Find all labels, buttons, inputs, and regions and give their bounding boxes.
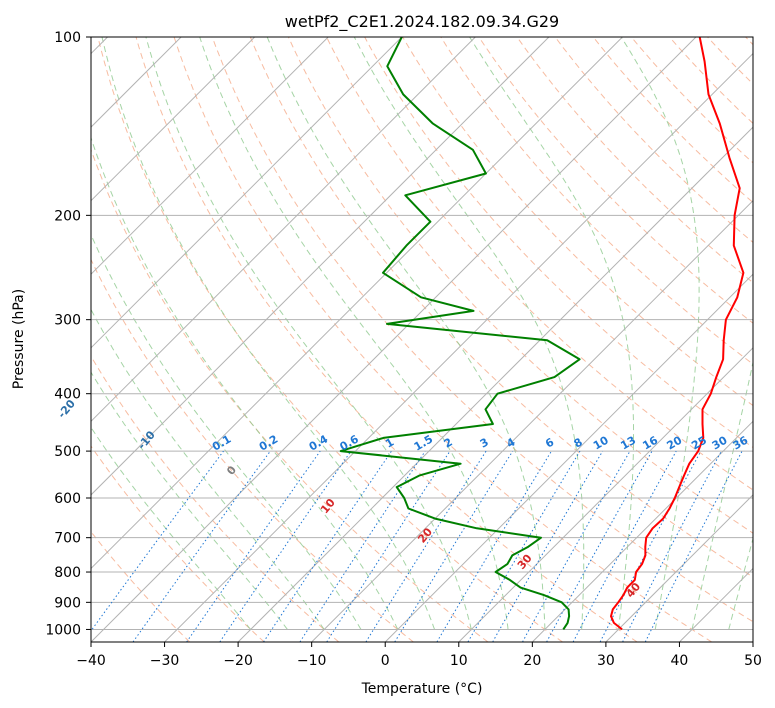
- x-tick-label: −30: [150, 653, 180, 669]
- isotherm-line: [605, 494, 753, 642]
- mixing-ratio-line: [219, 450, 352, 642]
- y-tick-label: 800: [54, 565, 81, 581]
- isotherm-line: [91, 37, 550, 496]
- dry-adiabat-line: [402, 37, 753, 407]
- moist-adiabat-line: [266, 37, 546, 630]
- isotherm-line: [531, 420, 753, 642]
- dewpoint-profile: [339, 37, 581, 630]
- y-tick-label: 600: [54, 491, 81, 507]
- isotherm-line: [458, 347, 753, 642]
- x-tick-label: 10: [450, 653, 468, 669]
- mixing-ratio-line: [522, 450, 631, 642]
- x-tick-label: −10: [297, 653, 327, 669]
- mixing-ratio-line: [186, 450, 321, 642]
- moist-adiabat-line: [199, 37, 509, 630]
- chart-title: wetPf2_C2E1.2024.182.09.34.G29: [285, 12, 559, 32]
- moist-adiabat-line: [91, 371, 288, 630]
- y-tick-label: 1000: [45, 622, 81, 638]
- isotherm-line: [91, 37, 403, 349]
- profile-lines: [339, 37, 745, 631]
- dry-adiabat-line: [97, 37, 563, 642]
- y-tick-label: 100: [54, 30, 81, 46]
- background-lines: [91, 37, 753, 642]
- temperature-profile: [610, 37, 745, 631]
- y-axis-title: Pressure (hPa): [11, 289, 27, 389]
- isotherm-line: [164, 52, 753, 642]
- mixing-ratio-line: [263, 450, 392, 642]
- axes: −40 −30 −20 −10 0 10 20 30 40 50 1000 900 800 700 600 5…: [45, 30, 762, 669]
- dry-adiabat-line: [91, 445, 265, 642]
- moist-adiabat-line: [101, 37, 436, 630]
- mixing-ratio-line: [132, 450, 271, 642]
- moist-adiabat-line: [620, 37, 700, 630]
- dry-adiabat-line: [173, 37, 713, 642]
- dry-adiabat-line: [287, 37, 753, 534]
- dry-adiabat-line: [249, 37, 753, 578]
- isotherm-line: [91, 37, 697, 642]
- moist-adiabat-line: [353, 37, 585, 630]
- dry-adiabat-line: [211, 37, 753, 623]
- dry-adiabat-line: [135, 37, 638, 642]
- dry-adiabat-line: [554, 37, 753, 244]
- moist-adiabat-line: [728, 536, 753, 630]
- dry-adiabat-line: [91, 258, 414, 642]
- x-tick-label: −20: [223, 653, 253, 669]
- y-tick-label: 500: [54, 444, 81, 460]
- y-tick-label: 900: [54, 595, 81, 611]
- x-tick-label: 40: [671, 653, 689, 669]
- mixing-ratio-line: [326, 450, 451, 642]
- dry-adiabat-line: [592, 37, 753, 204]
- y-tick-label: 200: [54, 208, 81, 224]
- moist-adiabat-line: [91, 426, 252, 630]
- isotherm-line: [91, 37, 623, 570]
- x-tick-label: 0: [381, 653, 390, 669]
- mixing-ratio-line: [644, 450, 743, 642]
- isotherm-line: [91, 37, 476, 423]
- x-axis-title: Temperature (°C): [361, 681, 483, 697]
- isotherm-line: [311, 199, 753, 642]
- moist-adiabat-line: [145, 37, 472, 630]
- dry-adiabat-line: [478, 37, 753, 324]
- moist-adiabat-line: [91, 136, 399, 630]
- y-tick-label: 300: [54, 313, 81, 329]
- isotherm-line: [91, 37, 329, 275]
- mixing-ratio-line: [91, 450, 224, 632]
- x-tick-label: −40: [76, 653, 106, 669]
- moist-adiabat-line: [469, 37, 634, 630]
- x-tick-label: 20: [523, 653, 541, 669]
- dry-adiabat-line: [91, 148, 489, 642]
- mixing-ratio-line: [394, 450, 514, 642]
- x-tick-label: 30: [597, 653, 615, 669]
- mixing-ratio-line: [299, 450, 426, 642]
- moist-adiabat-line: [691, 360, 753, 630]
- isotherm-line: [91, 37, 256, 202]
- dry-adiabat-line: [364, 37, 753, 449]
- dry-adiabat-line: [440, 37, 753, 365]
- plot-frame: [90, 36, 754, 643]
- x-tick-label: 50: [744, 653, 762, 669]
- mixing-ratio-line: [572, 450, 677, 642]
- y-tick-label: 700: [54, 531, 81, 547]
- y-tick-label: 400: [54, 387, 81, 403]
- mixing-ratio-line: [546, 450, 653, 642]
- isotherm-line: [384, 273, 753, 642]
